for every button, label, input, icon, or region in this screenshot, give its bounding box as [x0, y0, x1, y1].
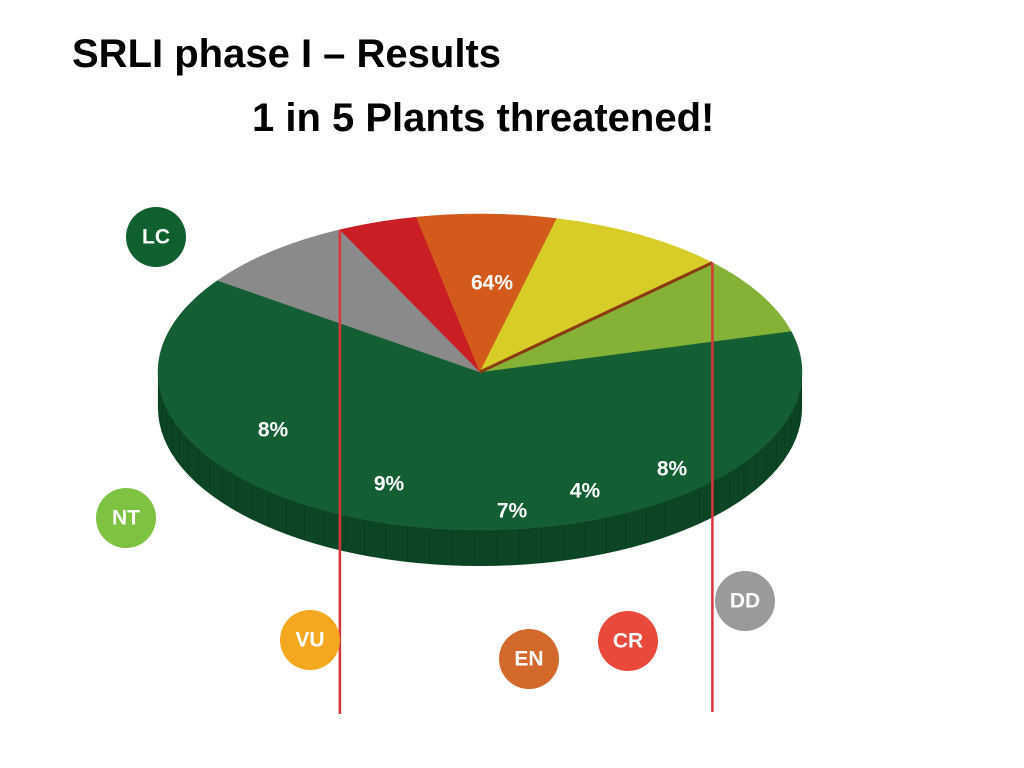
badge-circle — [280, 610, 340, 670]
badge-label: DD — [730, 590, 760, 613]
badge-en: EN — [499, 629, 559, 689]
badge-cr: CR — [598, 611, 658, 671]
badge-label: EN — [514, 648, 543, 671]
category-badges: LC DD CR EN VU NT — [96, 207, 775, 689]
threatened-bracket — [338, 229, 714, 714]
badge-circle — [715, 571, 775, 631]
pie-side-lc — [158, 372, 802, 566]
slice-label-en: 7% — [497, 500, 528, 523]
badge-label: LC — [142, 226, 170, 249]
badge-vu: VU — [280, 610, 340, 670]
slice-label-nt: 8% — [258, 419, 289, 442]
slide-title: SRLI phase I – Results — [72, 32, 502, 76]
badge-circle — [499, 629, 559, 689]
badge-label: VU — [295, 629, 324, 652]
slide-subtitle: 1 in 5 Plants threatened! — [252, 96, 715, 140]
slice-label-dd: 8% — [657, 458, 688, 481]
badge-label: CR — [613, 630, 643, 653]
badge-label: NT — [112, 507, 140, 530]
badge-circle — [598, 611, 658, 671]
pie-side-walls — [157, 372, 803, 566]
pie-top-faces — [157, 213, 803, 531]
badge-nt: NT — [96, 488, 156, 548]
slice-label-vu: 9% — [374, 473, 405, 496]
badge-circle — [126, 207, 186, 267]
slice-label-cr: 4% — [570, 480, 601, 503]
pie-slice-labels: 64% 8% 4% 7% 9% 8% — [258, 272, 688, 523]
badge-lc: LC — [126, 207, 186, 267]
badge-circle — [96, 488, 156, 548]
pie-slice-vu — [479, 218, 713, 373]
pie-slice-lc — [157, 280, 803, 531]
bracket-left-edge — [479, 261, 714, 374]
badge-dd: DD — [715, 571, 775, 631]
pie-slice-en — [415, 213, 558, 373]
slice-label-lc: 64% — [471, 272, 513, 295]
pie-slice-dd — [216, 229, 481, 373]
